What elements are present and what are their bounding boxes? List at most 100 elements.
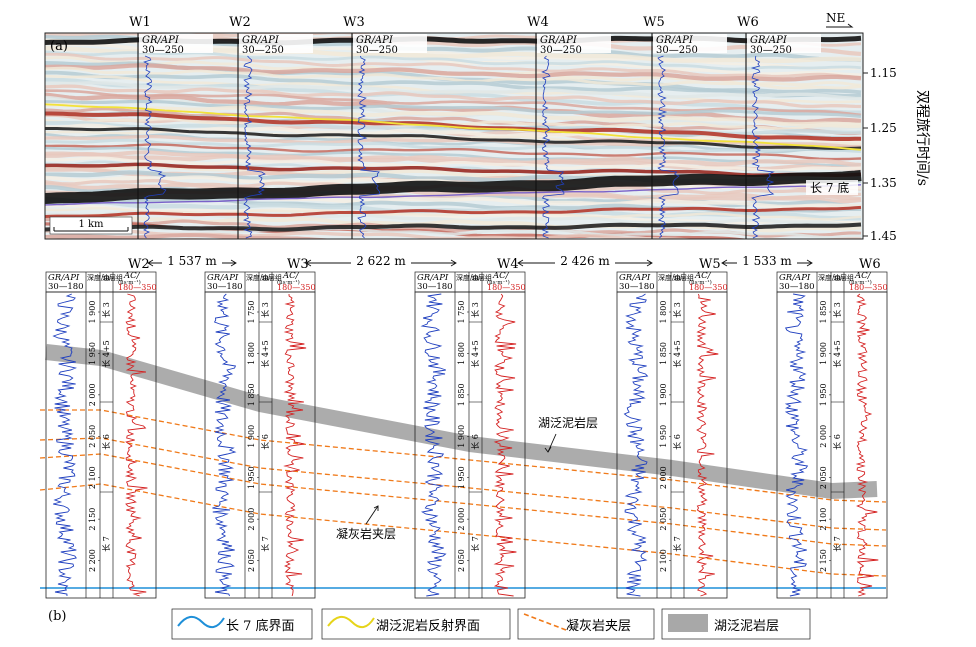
zone-label: 长 6 — [470, 434, 480, 450]
well-log-range: 30—250 — [750, 45, 792, 56]
mudstone-reflector-line — [45, 103, 862, 151]
well-log-header-bg — [537, 34, 611, 53]
ac-curve-b — [696, 293, 719, 597]
tuff-layer-line — [39, 437, 887, 531]
gr-curve-a — [357, 55, 381, 239]
seismic-band — [45, 143, 862, 161]
gr-curve-a — [143, 55, 167, 239]
seismic-band — [45, 156, 862, 173]
col-depth-title: 深度/m — [456, 273, 479, 282]
well-log-title: GR/API — [356, 35, 394, 46]
depth-label: 1 900 — [819, 342, 828, 365]
well-log-header-bg — [139, 34, 213, 53]
ac-curve-b — [493, 293, 517, 597]
depth-label: 2 100 — [659, 549, 668, 572]
well-log-header-bg — [653, 34, 727, 53]
zone-label: 长 3 — [832, 302, 842, 318]
well-log-range: 30—250 — [656, 45, 698, 56]
tuff-pointer — [365, 505, 379, 525]
depth-label: 2 100 — [819, 508, 828, 531]
zone-label: 长 4+5 — [470, 340, 480, 367]
zone-label: 长 7 — [470, 536, 480, 552]
well-name-a: W6 — [737, 15, 759, 30]
legend-mudstone-reflector: 湖泛泥岩反射界面 — [376, 618, 480, 634]
col-ac-title: AC/ — [492, 271, 510, 281]
well-log-title: GR/API — [242, 35, 280, 46]
col-ac-title: AC/ — [694, 271, 712, 281]
seismic-band — [45, 99, 862, 118]
col-depth-title: 深度/m — [246, 273, 269, 282]
well-name-b: W5 — [699, 257, 721, 272]
y-tick-label: 1.15 — [870, 66, 897, 80]
depth-label: 2 050 — [457, 549, 466, 572]
col-gr-range: 30—180 — [207, 282, 243, 292]
zone-label: 长 4+5 — [260, 340, 270, 367]
seismic-band — [45, 206, 862, 221]
depth-label: 1 800 — [247, 342, 256, 365]
y-axis-ticks: 1.15 1.25 1.35 1.45 — [863, 66, 897, 243]
well-log-title: GR/API — [540, 35, 578, 46]
base-surface-line-a — [45, 184, 862, 206]
distance-label-bg — [351, 253, 411, 269]
legend-base-surface: 长 7 底界面 — [226, 618, 295, 634]
well-name-a: W3 — [343, 15, 365, 30]
depth-label: 1 850 — [247, 383, 256, 406]
seismic-band — [45, 107, 862, 136]
seismic-band — [45, 63, 862, 82]
zone-label: 长 7 — [672, 536, 682, 552]
depth-label: 2 000 — [457, 508, 466, 531]
tuff-layer-line — [39, 483, 887, 577]
well-name-a: W2 — [229, 15, 251, 30]
depth-label: 1 950 — [247, 466, 256, 489]
well-name-b: W2 — [128, 257, 150, 272]
col-gr-range: 30—180 — [417, 282, 453, 292]
seismic-band — [45, 52, 862, 79]
depth-label: 1 950 — [457, 466, 466, 489]
col-oil-title: 油层组 — [833, 273, 854, 282]
col-ac-unit: (μs·m⁻¹) — [849, 279, 872, 286]
seismic-band — [45, 197, 862, 214]
depth-label: 2 150 — [88, 508, 97, 531]
panel-b-label: (b) — [48, 609, 66, 624]
depth-label: 1 800 — [659, 301, 668, 324]
seismic-band — [45, 146, 862, 167]
well-log-range: 30—250 — [142, 45, 184, 56]
seismic-band — [45, 151, 862, 168]
depth-label: 1 950 — [819, 383, 828, 406]
gr-curve-b — [420, 293, 447, 597]
reflector-icon — [327, 615, 375, 629]
tuff-layer-line — [40, 409, 887, 503]
arrowhead-left-icon — [147, 259, 154, 267]
arrowhead-right-icon — [646, 259, 653, 267]
mudstone-icon — [668, 614, 708, 632]
distance-label: 2 426 m — [560, 254, 610, 268]
well-log-title: GR/API — [142, 35, 180, 46]
legend: 长 7 底界面 湖泛泥岩反射界面 凝灰岩夹层 湖泛泥岩层 — [171, 608, 811, 640]
depth-label: 1 900 — [659, 383, 668, 406]
seismic-reflector — [45, 170, 862, 204]
well-frame — [414, 291, 526, 599]
zone-label: 长 6 — [672, 434, 682, 450]
col-ac-range: 180—350 — [689, 283, 728, 292]
gr-curve-b — [623, 293, 649, 597]
scale-bar-line — [53, 227, 129, 232]
y-axis-title: 双程旅行时间/s — [914, 90, 930, 186]
seismic-band — [45, 182, 862, 204]
zone-label: 长 4+5 — [672, 340, 682, 367]
depth-label: 1 750 — [247, 301, 256, 324]
well-log-range: 30—250 — [356, 45, 398, 56]
tuff-arrowhead-icon — [373, 505, 379, 511]
zone-label: 长 3 — [260, 302, 270, 318]
depth-label: 1 950 — [659, 425, 668, 448]
col-oil-title: 油层组 — [102, 273, 123, 282]
gr-curve-a — [657, 55, 680, 239]
arrowhead-right-icon — [806, 259, 813, 267]
depth-label: 2 100 — [88, 466, 97, 489]
seismic-band — [45, 50, 862, 71]
ac-curve-b — [124, 293, 148, 597]
scale-bar-label: 1 km — [78, 219, 104, 230]
